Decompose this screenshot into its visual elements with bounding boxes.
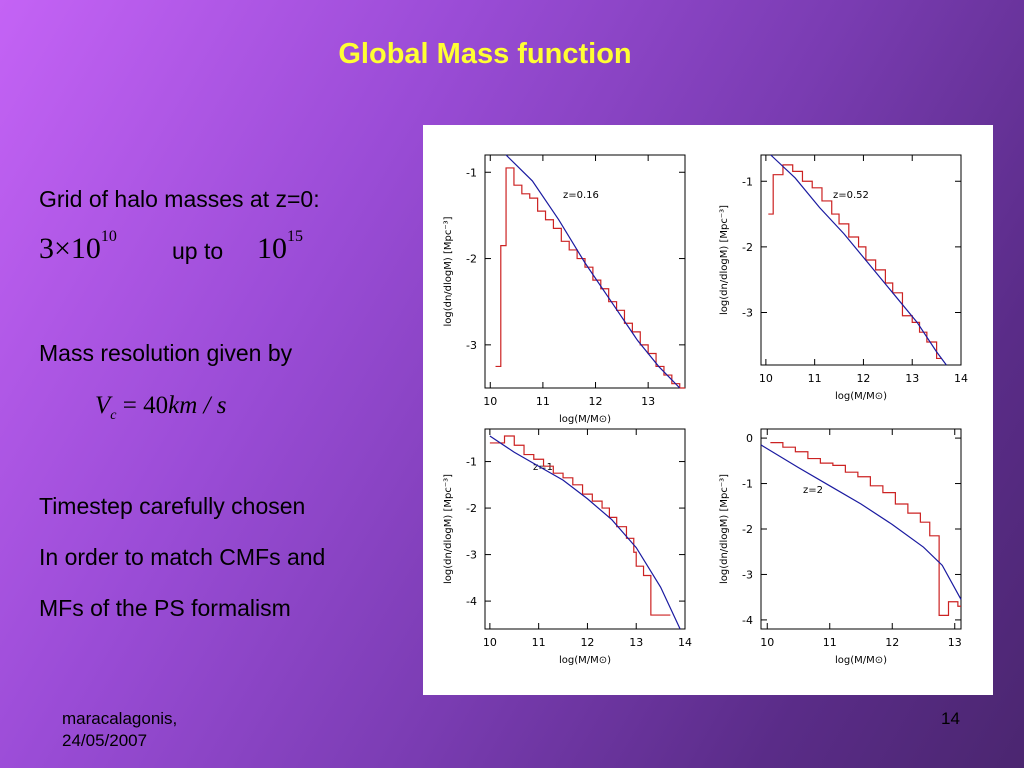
y-tick-label: -4 (742, 614, 753, 627)
y-tick-label: -2 (466, 502, 477, 515)
x-tick-label: 13 (905, 372, 919, 385)
page-number: 14 (941, 709, 960, 728)
y-axis-label: log(dn/dlogM) [Mpc⁻³] (443, 216, 454, 326)
mass-min: 3×1010 (39, 228, 117, 265)
resolution-text: Mass resolution given by (39, 340, 293, 366)
y-tick-label: -1 (742, 175, 753, 188)
histogram-series (495, 167, 685, 389)
histogram-series (768, 164, 942, 360)
y-tick-label: 0 (746, 432, 753, 445)
y-tick-label: -1 (742, 478, 753, 491)
x-tick-label: 12 (885, 636, 899, 649)
y-tick-label: -1 (466, 456, 477, 469)
x-tick-label: 11 (823, 636, 837, 649)
footer-date: 24/05/2007 (62, 731, 148, 750)
histogram-series (489, 435, 671, 616)
grid-text: Grid of halo masses at z=0: (39, 186, 320, 212)
redshift-annotation: z=1 (533, 462, 553, 473)
y-tick-label: -2 (466, 253, 477, 266)
model-series (760, 444, 962, 600)
y-tick-label: -2 (742, 523, 753, 536)
x-tick-label: 10 (759, 372, 773, 385)
panel-frame (760, 154, 962, 366)
redshift-annotation: z=0.16 (563, 190, 599, 201)
x-tick-label: 11 (532, 636, 546, 649)
redshift-annotation: z=0.52 (833, 190, 869, 201)
y-tick-label: -3 (742, 307, 753, 320)
x-axis-label: log(M/M⊙) (559, 655, 611, 666)
y-tick-label: -3 (742, 568, 753, 581)
x-tick-label: 14 (954, 372, 968, 385)
x-tick-label: 11 (536, 395, 550, 408)
y-tick-label: -4 (466, 595, 477, 608)
up-to-text: up to (172, 238, 224, 264)
x-axis-label: log(M/M⊙) (835, 391, 887, 402)
mass-function-charts: 10 11 12 13 -1 -2 -3 log(M/M⊙) log(dn/dlogM) [Mp… (443, 154, 968, 666)
timestep-line-2: In order to match CMFs and (39, 544, 326, 570)
timestep-line-1: Timestep carefully chosen (39, 493, 306, 519)
redshift-annotation: z=2 (803, 485, 823, 496)
mass-max: 1015 (257, 228, 303, 265)
x-tick-label: 13 (948, 636, 962, 649)
x-axis-label: log(M/M⊙) (835, 655, 887, 666)
x-axis-label: log(M/M⊙) (559, 414, 611, 425)
footer-author: maracalagonis, (62, 709, 178, 728)
x-tick-label: 10 (760, 636, 774, 649)
panel-frame (484, 154, 686, 389)
x-tick-label: 11 (808, 372, 822, 385)
x-tick-label: 13 (641, 395, 655, 408)
y-tick-label: -3 (466, 549, 477, 562)
y-axis-label: log(dn/dlogM) [Mpc⁻³] (443, 474, 454, 584)
y-tick-label: -2 (742, 241, 753, 254)
histogram-series (770, 442, 961, 616)
timestep-line-3: MFs of the PS formalism (39, 595, 291, 621)
model-series (770, 154, 947, 366)
x-tick-label: 14 (678, 636, 692, 649)
x-tick-label: 10 (483, 636, 497, 649)
y-axis-label: log(dn/dlogM) [Mpc⁻³] (719, 474, 730, 584)
y-axis-label: log(dn/dlogM) [Mpc⁻³] (719, 205, 730, 315)
model-series (489, 435, 681, 630)
y-tick-label: -1 (466, 166, 477, 179)
mass-function-figure: 10 11 12 13 -1 -2 -3 log(M/M⊙) log(dn/dlogM) [Mp… (423, 125, 993, 695)
y-tick-label: -3 (466, 339, 477, 352)
x-tick-label: 10 (483, 395, 497, 408)
panel-frame (484, 428, 686, 630)
vc-equation: Vc = 40km / s (95, 392, 227, 423)
x-tick-label: 13 (629, 636, 643, 649)
model-series (505, 154, 681, 389)
x-tick-label: 12 (589, 395, 603, 408)
x-tick-label: 12 (580, 636, 594, 649)
slide-title: Global Mass function (338, 38, 632, 70)
x-tick-label: 12 (856, 372, 870, 385)
panel-frame (760, 428, 962, 630)
